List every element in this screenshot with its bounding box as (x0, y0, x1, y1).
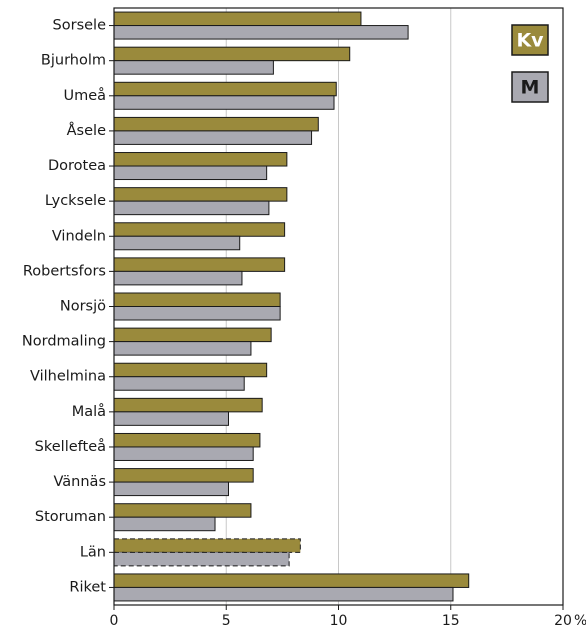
legend: Kv M (511, 24, 549, 103)
bar-kv (113, 397, 263, 413)
bar-kv (113, 152, 288, 167)
bar-m (113, 586, 454, 602)
legend-label-m: M (521, 77, 540, 99)
x-unit-label: % (574, 613, 586, 629)
bar-m (113, 270, 243, 286)
category-label: Län (80, 544, 106, 560)
category-label: Vilhelmina (30, 369, 106, 385)
legend-item-m: M (511, 71, 549, 103)
bar-kv (113, 573, 470, 588)
category-label: Nordmaling (22, 334, 106, 350)
bar-m (113, 235, 241, 251)
legend-swatch-kv (511, 24, 549, 56)
bar-m (113, 376, 245, 391)
category-label: Vindeln (52, 228, 106, 244)
x-axis: 0 5 10 15 20% (110, 605, 586, 629)
bar-m (113, 411, 229, 426)
category-label: Malå (72, 403, 106, 420)
x-tick-label: 15 (442, 613, 460, 629)
bar-kv (113, 46, 351, 62)
x-tick-label: 0 (110, 613, 119, 629)
bar-kv (113, 468, 254, 483)
bar-kv (113, 81, 337, 97)
category-label: Skellefteå (35, 438, 106, 455)
bar-kv (113, 503, 252, 518)
bar-m (113, 306, 281, 321)
bar-m (113, 25, 409, 40)
bar-m (113, 165, 268, 181)
category-label: Umeå (63, 87, 106, 104)
legend-label-kv: Kv (516, 30, 544, 52)
bar-m (113, 551, 290, 567)
bar-kv (113, 187, 288, 202)
category-label: Riket (69, 579, 106, 595)
bars (113, 11, 470, 602)
legend-swatch-m (511, 71, 549, 103)
category-label: Norsjö (60, 299, 106, 315)
bar-m (113, 200, 270, 216)
category-labels: Sorsele Bjurholm Umeå Åsele Dorotea Lycksele V… (22, 18, 114, 595)
bar-m (113, 341, 252, 356)
bar-kv (113, 327, 272, 343)
x-tick-label: 10 (330, 613, 348, 629)
category-label: Robertsfors (23, 263, 106, 279)
bar-kv (113, 257, 286, 272)
bar-kv (113, 11, 362, 27)
category-label: Lycksele (45, 193, 106, 209)
bar-m (113, 481, 229, 497)
bar-m (113, 130, 313, 145)
bar-kv (113, 292, 281, 307)
bar-m (113, 446, 254, 461)
bar-m (113, 60, 274, 75)
bar-kv (113, 222, 286, 237)
bar-kv (113, 432, 261, 448)
category-label: Åsele (67, 122, 106, 139)
category-label: Storuman (35, 509, 106, 525)
bar-kv (113, 362, 268, 378)
category-label: Vännäs (54, 474, 107, 490)
x-tick-label: 5 (222, 613, 231, 629)
bar-kv (113, 538, 301, 553)
legend-item-kv: Kv (511, 24, 549, 56)
bar-m (113, 516, 216, 532)
bar-kv (113, 116, 319, 132)
category-label: Sorsele (53, 18, 107, 34)
category-label: Bjurholm (41, 53, 106, 69)
x-tick-label: 20 (554, 613, 572, 629)
category-label: Dorotea (48, 158, 106, 174)
bar-m (113, 95, 335, 110)
